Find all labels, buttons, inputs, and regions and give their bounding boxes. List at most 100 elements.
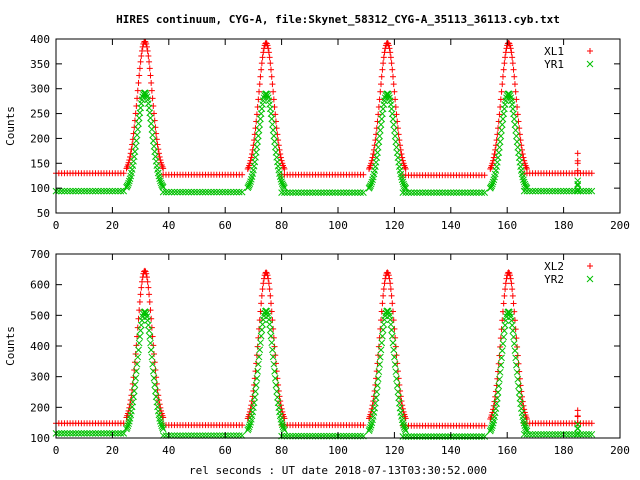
- data-point: [289, 189, 297, 196]
- data-point: [512, 326, 519, 333]
- data-point: [523, 165, 530, 172]
- data-point: [402, 165, 409, 172]
- data-point: [516, 394, 524, 402]
- data-point: [499, 340, 507, 347]
- data-point: [410, 189, 418, 196]
- data-point: [377, 88, 384, 95]
- data-point: [257, 339, 264, 347]
- x-tick-label: 80: [275, 444, 288, 457]
- data-point: [254, 368, 261, 375]
- data-point: [72, 187, 80, 195]
- data-point: [270, 96, 277, 103]
- data-point: [510, 333, 517, 341]
- data-point: [280, 425, 288, 432]
- data-point: [249, 146, 256, 153]
- y-tick-label: 700: [30, 248, 50, 261]
- data-point: [245, 181, 253, 189]
- data-point: [367, 180, 375, 188]
- data-point: [515, 382, 522, 390]
- data-point: [489, 422, 496, 430]
- y-tick-label: 500: [30, 309, 50, 322]
- data-point: [340, 189, 347, 196]
- data-point: [588, 420, 595, 427]
- data-point: [254, 138, 261, 145]
- data-point: [391, 126, 398, 134]
- data-point: [219, 188, 226, 196]
- data-point: [489, 160, 496, 167]
- data-point: [495, 368, 502, 375]
- data-point: [260, 49, 267, 56]
- data-point: [83, 187, 91, 195]
- data-point: [458, 433, 466, 440]
- data-point: [568, 187, 576, 195]
- data-point: [508, 49, 515, 56]
- data-point: [574, 157, 581, 164]
- data-point: [498, 347, 506, 354]
- y-tick-label: 350: [30, 58, 50, 71]
- data-point: [502, 286, 509, 293]
- data-point: [433, 189, 441, 196]
- data-point: [376, 334, 383, 341]
- data-point: [419, 433, 426, 440]
- data-point: [515, 389, 523, 396]
- y-tick-label: 300: [30, 371, 50, 384]
- data-point: [253, 375, 261, 382]
- data-point: [510, 300, 517, 307]
- data-point: [563, 430, 570, 438]
- data-point: [269, 126, 277, 134]
- data-point: [134, 87, 141, 94]
- data-point: [582, 430, 590, 438]
- data-point: [210, 188, 218, 196]
- data-point: [149, 131, 156, 139]
- data-point: [281, 165, 288, 172]
- data-point: [314, 189, 322, 196]
- data-point: [258, 60, 265, 67]
- data-point: [230, 188, 238, 196]
- data-point: [66, 187, 74, 195]
- data-point: [588, 170, 595, 177]
- data-point: [111, 430, 119, 437]
- data-point: [574, 412, 581, 419]
- data-point: [145, 284, 152, 291]
- data-point: [80, 187, 88, 195]
- data-point: [129, 398, 137, 406]
- data-point: [151, 381, 159, 389]
- data-point: [509, 54, 516, 61]
- data-point: [574, 187, 582, 195]
- data-point: [375, 138, 383, 146]
- data-point: [497, 132, 505, 140]
- data-point: [395, 394, 402, 402]
- data-point: [511, 73, 518, 80]
- data-point: [507, 272, 514, 279]
- data-point: [334, 189, 342, 196]
- data-point: [300, 189, 308, 196]
- data-point: [529, 187, 536, 195]
- data-point: [472, 433, 480, 440]
- data-point: [419, 189, 426, 196]
- data-point: [149, 333, 156, 340]
- data-point: [265, 45, 272, 52]
- data-point: [537, 187, 545, 195]
- data-point: [103, 430, 111, 437]
- data-point: [263, 307, 271, 315]
- data-point: [399, 189, 407, 196]
- data-point: [278, 157, 285, 164]
- data-point: [490, 154, 497, 161]
- data-point: [416, 433, 424, 440]
- data-point: [246, 160, 253, 167]
- data-point: [72, 430, 80, 437]
- data-point: [80, 430, 88, 437]
- data-point: [389, 66, 396, 73]
- chart-panel-top: 0 20 40 60 80 100 120 140 160 180 200 50 100 150 200 25…: [4, 33, 630, 232]
- data-point: [427, 433, 435, 440]
- data-point: [134, 95, 141, 102]
- data-point: [272, 381, 280, 389]
- data-point: [135, 339, 143, 347]
- data-point: [498, 121, 506, 128]
- data-point: [378, 73, 385, 80]
- data-point: [458, 189, 466, 196]
- data-point: [255, 334, 262, 341]
- data-point: [436, 189, 443, 196]
- legend-marker: [587, 263, 593, 269]
- y-tick-label: 400: [30, 33, 50, 46]
